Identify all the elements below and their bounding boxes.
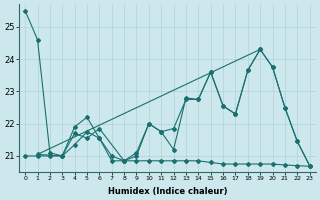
X-axis label: Humidex (Indice chaleur): Humidex (Indice chaleur) — [108, 187, 227, 196]
